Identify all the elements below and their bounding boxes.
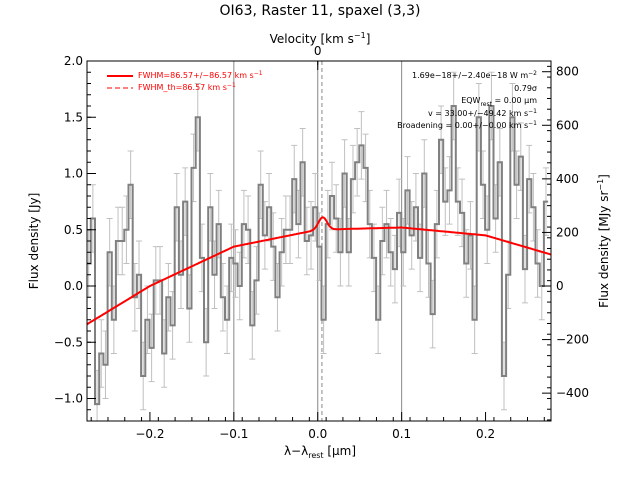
annotation-line-flux: 1.69e−18+/−2.40e−18 W m−2	[412, 70, 537, 80]
axes: −0.2 −0.1 0.0 0.1 0.2 −1.0 −0.5 0.0 0.5 1.0 1.5 2.0…	[54, 44, 589, 441]
annotation-eqw: EQWrest = 0.00 μm	[461, 96, 537, 108]
top-axis-label: Velocity [km s−1]	[270, 31, 371, 46]
legend-label-fwhm-th: FWHM_th=86.57 km s−1	[138, 82, 236, 92]
annotation-significance: 0.79σ	[514, 84, 537, 93]
x-tick-label: −0.1	[219, 427, 248, 441]
right-tick-label: −400	[556, 386, 589, 400]
right-tick-label: 800	[556, 65, 579, 79]
model-fit-line	[87, 216, 551, 326]
right-tick-label: 600	[556, 118, 579, 132]
chart-title: OI63, Raster 11, spaxel (3,3)	[220, 3, 421, 19]
top-tick-label: 0	[314, 44, 322, 58]
y-tick-label: −1.0	[54, 392, 83, 406]
y-tick-label: 0.5	[64, 223, 83, 237]
plot-area	[87, 61, 551, 421]
x-axis-label: λ−λrest [μm]	[284, 444, 356, 460]
x-tick-label: 0.2	[476, 427, 495, 441]
y-tick-label: 1.0	[64, 167, 83, 181]
y-tick-label: 2.0	[64, 54, 83, 68]
spectrum-histogram	[87, 105, 549, 406]
right-axis-label: Flux density [MJy sr−1]	[596, 174, 611, 308]
right-tick-label: 0	[556, 279, 564, 293]
legend-label-fwhm: FWHM=86.57+/−86.57 km s−1	[138, 70, 263, 80]
y-axis-label: Flux density [Jy]	[27, 193, 41, 290]
y-tick-label: 0.0	[64, 279, 83, 293]
x-tick-label: 0.0	[308, 427, 327, 441]
right-tick-label: 200	[556, 225, 579, 239]
annotation-velocity: v = 33.00+/−49.42 km s−1	[428, 108, 537, 118]
x-tick-label: 0.1	[392, 427, 411, 441]
right-tick-label: −200	[556, 333, 589, 347]
plot-data-group	[87, 61, 551, 421]
right-tick-label: 400	[556, 172, 579, 186]
fit-annotations: 1.69e−18+/−2.40e−18 W m−2 0.79σ EQWrest …	[397, 70, 537, 130]
annotation-broadening: Broadening = 0.00+/−0.00 km s−1	[397, 120, 537, 130]
y-tick-label: 1.5	[64, 110, 83, 124]
x-tick-label: −0.2	[135, 427, 164, 441]
y-tick-label: −0.5	[54, 335, 83, 349]
legend: FWHM=86.57+/−86.57 km s−1 FWHM_th=86.57 …	[107, 70, 263, 92]
